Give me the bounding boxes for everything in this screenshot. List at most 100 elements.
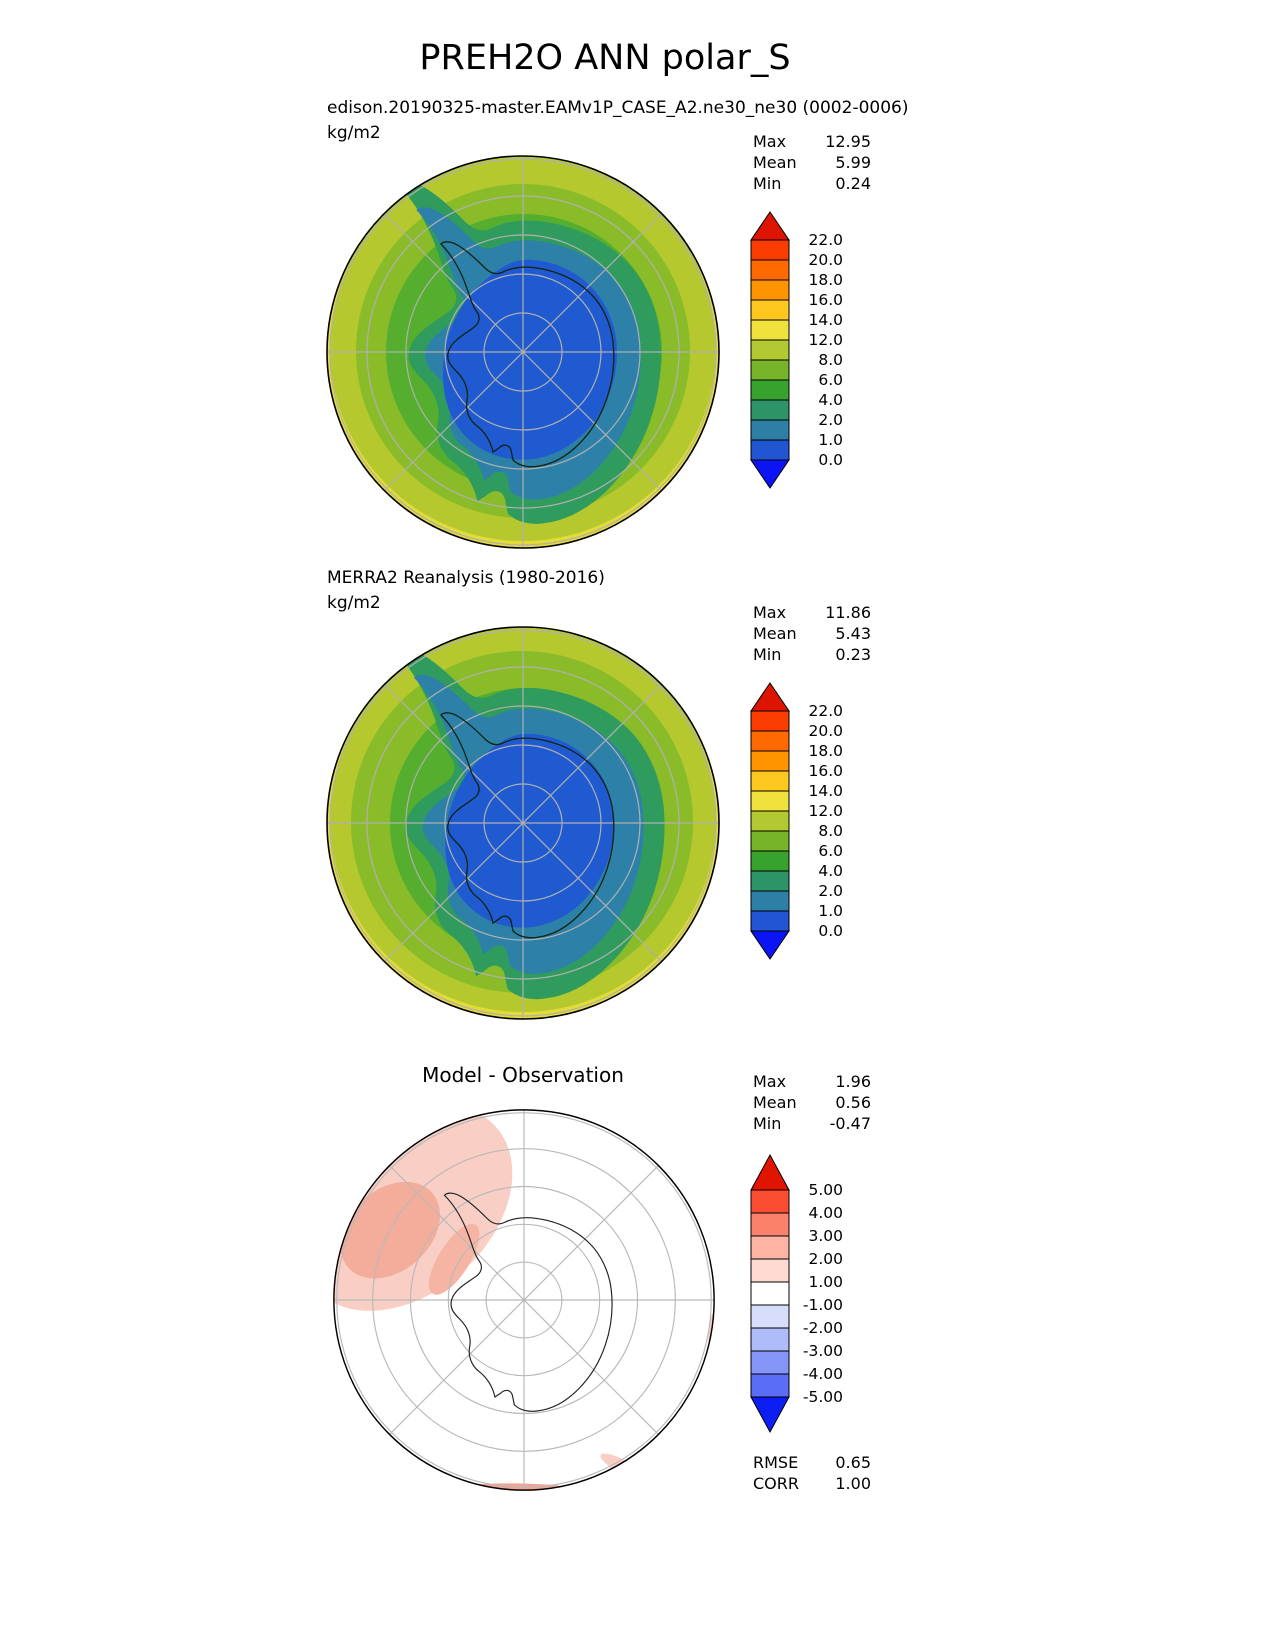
model-stats: Max 12.95 Mean 5.99 Min 0.24 (753, 131, 871, 194)
stat-label: RMSE (753, 1453, 799, 1472)
colorbar-tick-label: -1.00 (803, 1296, 843, 1314)
colorbar-segment (750, 279, 790, 301)
colorbar-tick-label: 2.00 (808, 1250, 843, 1268)
reference-units-label: kg/m2 (327, 593, 381, 613)
colorbar-tick-label: 0.0 (818, 922, 843, 940)
colorbar-tick-label: 22.0 (808, 231, 843, 249)
colorbar-tick-label: 16.0 (808, 291, 843, 309)
colorbar-tick-label: 12.0 (808, 331, 843, 349)
colorbar-segment (750, 1281, 790, 1306)
colorbar-tick-label: 18.0 (808, 271, 843, 289)
stat-row: Mean 5.43 (753, 623, 871, 644)
stat-label: Mean (753, 153, 797, 172)
colorbar-segment (750, 1373, 790, 1398)
model-panel-subtitle: edison.20190325-master.EAMv1P_CASE_A2.ne… (327, 98, 909, 118)
colorbar-over-arrow (750, 682, 790, 712)
stat-value: 5.43 (835, 624, 871, 643)
colorbar-tick-label: -5.00 (803, 1388, 843, 1406)
model-polar-map (326, 155, 720, 549)
colorbar-tick-label: 1.0 (818, 431, 843, 449)
colorbar-segment (750, 1189, 790, 1214)
colorbar-segment (750, 1235, 790, 1260)
difference-polar-map (333, 1109, 715, 1491)
colorbar-tick-label: 4.00 (808, 1204, 843, 1222)
colorbar-tick-label: 16.0 (808, 762, 843, 780)
colorbar-segment (750, 830, 790, 852)
colorbar-segment (750, 730, 790, 752)
colorbar-tick-label: 6.0 (818, 842, 843, 860)
stat-label: Min (753, 1114, 782, 1133)
model-colorbar: 22.0 20.0 18.0 16.0 14.0 12.0 8.0 6.0 4.0 2.0 1.0 0… (750, 207, 920, 497)
stat-row: Min -0.47 (753, 1113, 871, 1134)
colorbar-svg: 5.00 4.00 3.00 2.00 1.00 -1.00 -2.00 -3.00 -4.00… (750, 1153, 843, 1434)
diff-positive-patch (428, 1223, 480, 1295)
stat-label: Max (753, 1072, 787, 1091)
colorbar-under-arrow (750, 459, 790, 489)
colorbar-tick-label: 12.0 (808, 802, 843, 820)
reference-stats: Max 11.86 Mean 5.43 Min 0.23 (753, 602, 871, 665)
stat-label: Mean (753, 1093, 797, 1112)
colorbar-segment (750, 1350, 790, 1375)
stat-row: Mean 5.99 (753, 152, 871, 173)
colorbar-svg: 22.0 20.0 18.0 16.0 14.0 12.0 8.0 6.0 4.0 2.0 1.0 0… (750, 211, 843, 489)
stat-row: Max 1.96 (753, 1071, 871, 1092)
colorbar-segment (750, 379, 790, 401)
colorbar-tick-label: 4.0 (818, 391, 843, 409)
map-boundary (326, 155, 720, 549)
stat-value: 0.23 (835, 645, 871, 664)
difference-panel-title: Model - Observation (422, 1063, 624, 1087)
colorbar-segment (750, 299, 790, 321)
stat-row: Mean 0.56 (753, 1092, 871, 1113)
stat-label: Mean (753, 624, 797, 643)
graticule (327, 627, 719, 1019)
colorbar-segment (750, 810, 790, 832)
colorbar-segment (750, 870, 790, 892)
colorbar-tick-label: 4.0 (818, 862, 843, 880)
difference-skill-stats: RMSE 0.65 CORR 1.00 (753, 1452, 871, 1494)
map-boundary (326, 626, 720, 1020)
colorbar-segment (750, 359, 790, 381)
stat-row: Min 0.24 (753, 173, 871, 194)
stat-value: 1.96 (835, 1072, 871, 1091)
stat-value: 1.00 (835, 1474, 871, 1493)
colorbar-segment (750, 399, 790, 421)
colorbar-tick-label: 5.00 (808, 1181, 843, 1199)
colorbar-tick-label: 6.0 (818, 371, 843, 389)
colorbar-under-arrow (750, 930, 790, 960)
stat-row: CORR 1.00 (753, 1473, 871, 1494)
colorbar-segment (750, 319, 790, 341)
colorbar-segment (750, 750, 790, 772)
colorbar-segment (750, 239, 790, 261)
difference-colorbar: 5.00 4.00 3.00 2.00 1.00 -1.00 -2.00 -3.00 -4.00… (750, 1150, 920, 1441)
colorbar-over-arrow (750, 1153, 790, 1191)
stat-label: Min (753, 174, 782, 193)
colorbar-segment (750, 339, 790, 361)
colorbar-segment (750, 419, 790, 441)
graticule (327, 156, 719, 548)
colorbar-tick-label: 3.00 (808, 1227, 843, 1245)
colorbar-tick-label: 18.0 (808, 742, 843, 760)
colorbar-segment (750, 259, 790, 281)
colorbar-tick-label: 22.0 (808, 702, 843, 720)
stat-value: 12.95 (825, 132, 871, 151)
colorbar-segment (750, 1258, 790, 1283)
map-boundary (333, 1109, 715, 1491)
reference-panel-subtitle: MERRA2 Reanalysis (1980-2016) (327, 568, 605, 588)
graticule (333, 1109, 715, 1491)
colorbar-segment (750, 770, 790, 792)
stat-value: 0.56 (835, 1093, 871, 1112)
colorbar-tick-label: -4.00 (803, 1365, 843, 1383)
colorbar-segment (750, 850, 790, 872)
colorbar-tick-label: 20.0 (808, 251, 843, 269)
colorbar-segment (750, 710, 790, 732)
stat-value: -0.47 (829, 1114, 871, 1133)
colorbar-tick-label: 1.00 (808, 1273, 843, 1291)
stat-row: Max 12.95 (753, 131, 871, 152)
colorbar-tick-label: 8.0 (818, 822, 843, 840)
colorbar-tick-label: 20.0 (808, 722, 843, 740)
stat-label: Max (753, 132, 787, 151)
colorbar-tick-label: 2.0 (818, 411, 843, 429)
stat-value: 5.99 (835, 153, 871, 172)
model-units-label: kg/m2 (327, 123, 381, 143)
